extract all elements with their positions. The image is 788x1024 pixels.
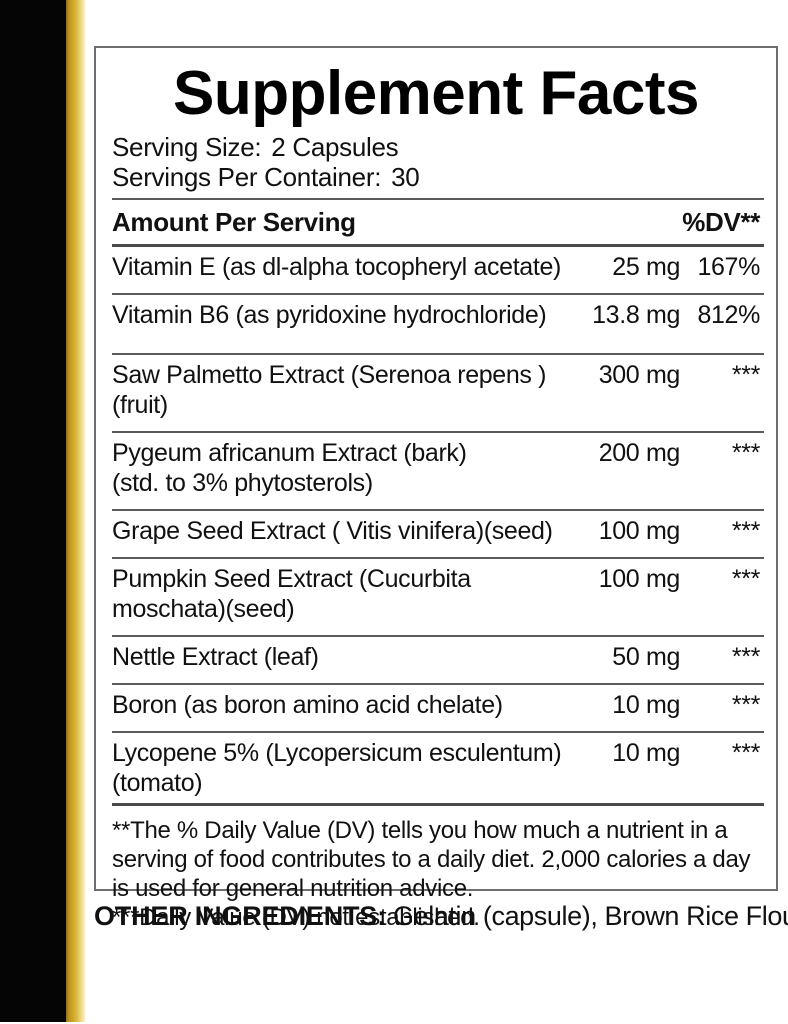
row-divider xyxy=(112,635,764,637)
other-ingredients-label: OTHER INGREDIENTS: xyxy=(94,901,386,931)
serving-size-line: Serving Size: 2 Capsules xyxy=(112,132,760,162)
row-divider xyxy=(112,557,764,559)
table-row: Boron (as boron amino acid chelate) 10 m… xyxy=(112,685,760,725)
nutrient-name: Pumpkin Seed Extract (Cucurbita moschata… xyxy=(112,565,471,623)
dv-header: %DV** xyxy=(682,207,760,237)
nutrient-amount: 25 mg xyxy=(612,253,680,281)
nutrient-amount: 200 mg xyxy=(598,439,681,467)
row-divider xyxy=(112,353,764,355)
table-row: Pumpkin Seed Extract (Cucurbita moschata… xyxy=(112,559,760,629)
row-divider xyxy=(112,293,764,295)
footnote-not-established: ***Daily Value (DV) not established. xyxy=(112,904,480,931)
nutrient-amount: 10 mg xyxy=(612,739,680,767)
page-title: Supplement Facts xyxy=(173,59,700,128)
nutrient-amount: 10 mg xyxy=(612,691,680,719)
nutrient-amount: 100 mg xyxy=(598,565,681,593)
divider-above-footnotes xyxy=(112,803,764,806)
nutrient-name: Vitamin E (as dl-alpha tocopheryl acetat… xyxy=(112,253,561,281)
serving-info: Serving Size: 2 Capsules Servings Per Con… xyxy=(112,132,760,192)
nutrient-dv: *** xyxy=(731,439,760,467)
nutrient-amount: 300 mg xyxy=(598,361,681,389)
nutrient-name: Grape Seed Extract ( Vitis vinifera)(see… xyxy=(112,517,553,545)
table-row: Lycopene 5% (Lycopersicum esculentum)(to… xyxy=(112,733,760,803)
nutrient-dv: *** xyxy=(731,361,760,389)
nutrient-dv: *** xyxy=(731,565,760,593)
servings-per-container-line: Servings Per Container: 30 xyxy=(112,162,760,192)
nutrient-name: Lycopene 5% (Lycopersicum esculentum)(to… xyxy=(112,739,562,797)
table-row: Nettle Extract (leaf) 50 mg *** xyxy=(112,637,760,677)
row-divider xyxy=(112,431,764,433)
other-ingredients-value: Gelatin (capsule), Brown Rice Flour. xyxy=(385,901,788,931)
table-header-row: Amount Per Serving %DV** xyxy=(112,200,760,244)
footnote-daily-value: **The % Daily Value (DV) tells you how m… xyxy=(112,817,751,902)
other-ingredients: OTHER INGREDIENTS: Gelatin (capsule), Br… xyxy=(94,900,788,932)
nutrient-dv: *** xyxy=(731,691,760,719)
serving-size-label: Serving Size: xyxy=(112,132,262,162)
nutrient-amount: 13.8 mg xyxy=(592,301,680,329)
row-divider xyxy=(112,731,764,733)
row-divider xyxy=(112,509,764,511)
nutrient-amount: 100 mg xyxy=(598,517,681,545)
left-black-bar xyxy=(0,0,66,1022)
table-row: Grape Seed Extract ( Vitis vinifera)(see… xyxy=(112,511,760,551)
nutrient-amount: 50 mg xyxy=(612,643,680,671)
row-divider xyxy=(112,683,764,685)
divider-above-amount-header xyxy=(112,198,764,200)
nutrient-dv: *** xyxy=(731,739,760,767)
supplement-facts-panel: Supplement Facts Serving Size: 2 Capsules… xyxy=(94,46,778,931)
table-row: Pygeum africanum Extract (bark) (std. to… xyxy=(112,433,760,503)
table-row: Saw Palmetto Extract (Serenoa repens )(f… xyxy=(112,355,760,425)
servings-per-container-label: Servings Per Container: xyxy=(112,162,382,192)
nutrient-dv: *** xyxy=(731,517,760,545)
nutrient-name: Boron (as boron amino acid chelate) xyxy=(112,691,503,719)
nutrient-name: Saw Palmetto Extract (Serenoa repens )(f… xyxy=(112,361,547,419)
nutrient-dv: 812% xyxy=(697,301,760,329)
section-gap xyxy=(112,335,760,347)
servings-per-container-value: 30 xyxy=(391,162,420,192)
nutrient-dv: *** xyxy=(731,643,760,671)
nutrient-name: Nettle Extract (leaf) xyxy=(112,643,319,671)
nutrient-name: Pygeum africanum Extract (bark) (std. to… xyxy=(112,439,467,497)
divider-below-amount-header xyxy=(112,244,764,247)
table-row: Vitamin E (as dl-alpha tocopheryl acetat… xyxy=(112,247,760,287)
serving-size-value: 2 Capsules xyxy=(271,132,399,162)
amount-per-serving-header: Amount Per Serving xyxy=(112,207,356,237)
table-row: Vitamin B6 (as pyridoxine hydrochloride)… xyxy=(112,295,760,335)
nutrient-name: Vitamin B6 (as pyridoxine hydrochloride) xyxy=(112,301,547,329)
nutrient-dv: 167% xyxy=(697,253,760,281)
left-gold-stripe xyxy=(66,0,85,1022)
